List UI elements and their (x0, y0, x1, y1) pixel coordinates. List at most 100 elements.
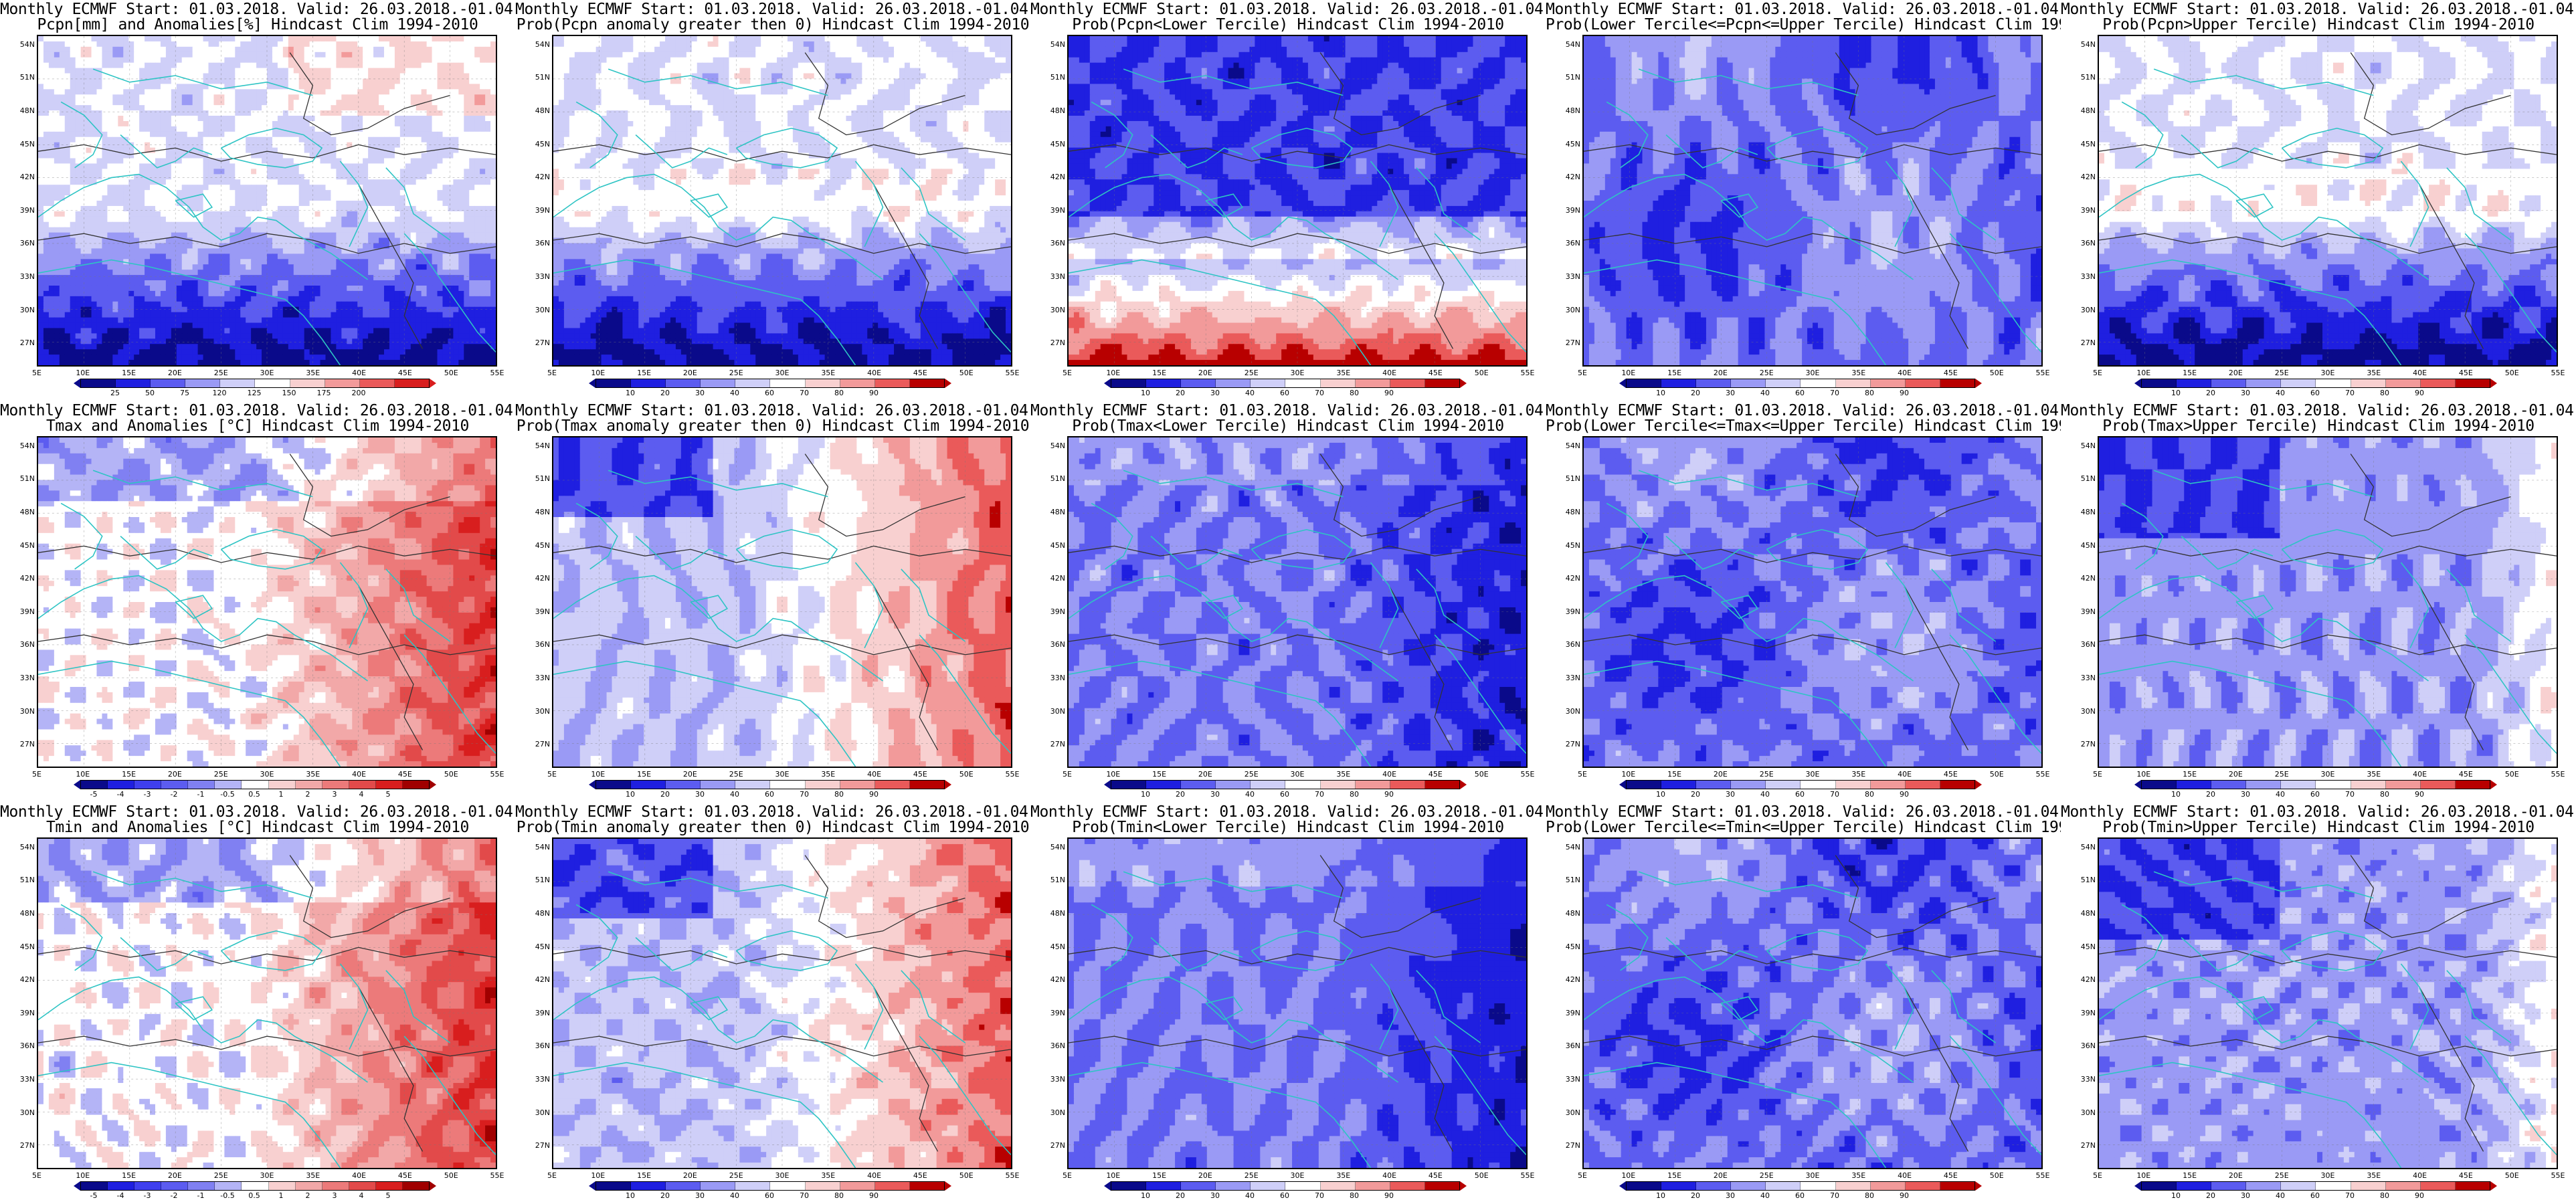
colorbar-swatch (1251, 1182, 1285, 1190)
panel-title-line2: Prob(Lower Tercile<=Pcpn<=Upper Tercile)… (1546, 17, 2061, 33)
colorbar-swatch (1661, 379, 1696, 387)
colorbar-tick-label: 40 (2267, 389, 2294, 397)
longitude-tick-label: 25E (207, 771, 234, 779)
colorbar-tick-label: -1 (187, 791, 214, 799)
longitude-tick-label: 30E (1284, 369, 1311, 377)
longitude-tick-label: 40E (346, 369, 373, 377)
colorbar-tick-label: 70 (1306, 1192, 1333, 1200)
colorbar-high-arrow (1460, 1181, 1467, 1191)
longitude-tick-label: 10E (2130, 1172, 2157, 1180)
colorbar-swatch (188, 781, 215, 789)
colorbar-tick-label: 20 (1682, 791, 1709, 799)
colorbar-swatch (770, 1182, 805, 1190)
latitude-tick-label: 48N (1036, 910, 1065, 918)
colorbar-high-arrow (945, 780, 951, 789)
colorbar-tick-label: 30 (1202, 1192, 1228, 1200)
latitude-tick-label: 42N (1036, 173, 1065, 181)
colorbar-tick-label: 30 (2232, 1192, 2259, 1200)
panel-title-line1: Monthly ECMWF Start: 01.03.2018. Valid: … (1030, 403, 1546, 419)
colorbar-tick-label: 30 (1717, 1192, 1744, 1200)
map-area (1582, 837, 2043, 1169)
colorbar-tick-label: -4 (107, 791, 134, 799)
map-area (2098, 837, 2558, 1169)
colorbar (595, 780, 945, 789)
longitude-tick-label: 40E (861, 369, 888, 377)
latitude-tick-label: 39N (2066, 207, 2096, 215)
longitude-tick-label: 55E (1514, 369, 1541, 377)
longitude-tick-label: 10E (1615, 369, 1642, 377)
longitude-tick-label: 25E (1753, 771, 1780, 779)
panel-title-line1: Monthly ECMWF Start: 01.03.2018. Valid: … (1546, 1, 2061, 17)
latitude-tick-label: 42N (2066, 575, 2096, 583)
latitude-tick-label: 48N (1551, 508, 1580, 516)
colorbar-swatch (108, 781, 134, 789)
colorbar-swatch (806, 781, 840, 789)
longitude-tick-label: 50E (953, 369, 980, 377)
longitude-tick-label: 30E (2314, 771, 2341, 779)
latitude-tick-label: 51N (521, 74, 550, 82)
colorbar-tick-label: 10 (1647, 1192, 1674, 1200)
map-area (1067, 837, 1528, 1169)
colorbar-high-arrow (2490, 780, 2497, 789)
colorbar-tick-label: 90 (1376, 1192, 1402, 1200)
longitude-tick-label: 30E (254, 771, 280, 779)
longitude-tick-label: 10E (70, 771, 96, 779)
longitude-tick-label: 20E (1192, 1172, 1218, 1180)
map-panel: Monthly ECMWF Start: 01.03.2018. Valid: … (515, 803, 1030, 1204)
panel-title-line1: Monthly ECMWF Start: 01.03.2018. Valid: … (2061, 1, 2576, 17)
longitude-tick-label: 45E (1422, 1172, 1449, 1180)
colorbar (2141, 379, 2490, 388)
colorbar-swatch (2351, 379, 2386, 387)
latitude-tick-label: 36N (521, 641, 550, 649)
longitude-tick-label: 40E (1376, 771, 1403, 779)
map-field (38, 437, 496, 767)
colorbar-swatch (1661, 1182, 1696, 1190)
colorbar (595, 379, 945, 388)
colorbar-tick-label: 60 (756, 389, 783, 397)
map-panel: Monthly ECMWF Start: 01.03.2018. Valid: … (2061, 401, 2576, 803)
colorbar-swatch (2351, 781, 2386, 789)
map-panel: Monthly ECMWF Start: 01.03.2018. Valid: … (1030, 401, 1546, 803)
longitude-tick-label: 45E (2452, 369, 2479, 377)
colorbar-swatch (1731, 379, 1766, 387)
latitude-tick-label: 33N (1551, 1076, 1580, 1084)
longitude-tick-label: 55E (1514, 1172, 1541, 1180)
colorbar-tick-label: 30 (686, 791, 713, 799)
colorbar-tick-label: 10 (2163, 791, 2189, 799)
latitude-tick-label: 42N (5, 976, 35, 984)
map-panel: Monthly ECMWF Start: 01.03.2018. Valid: … (1546, 0, 2061, 401)
colorbar-swatch (2281, 781, 2316, 789)
longitude-tick-label: 20E (1192, 369, 1218, 377)
latitude-tick-label: 33N (1036, 273, 1065, 281)
panel-title-line2: Prob(Pcpn anomaly greater then 0) Hindca… (515, 17, 1030, 33)
latitude-tick-label: 27N (1036, 740, 1065, 748)
colorbar-swatch (840, 781, 875, 789)
latitude-tick-label: 45N (521, 542, 550, 550)
colorbar-swatch (910, 781, 944, 789)
longitude-tick-label: 50E (438, 771, 464, 779)
longitude-tick-label: 25E (1238, 1172, 1265, 1180)
map-field (553, 36, 1011, 365)
colorbar-tick-label: -3 (134, 791, 161, 799)
colorbar-tick-label: 4 (348, 791, 375, 799)
longitude-tick-label: 25E (2268, 771, 2295, 779)
latitude-tick-label: 51N (2066, 876, 2096, 884)
latitude-tick-label: 27N (1551, 1142, 1580, 1150)
colorbar-swatch (296, 781, 323, 789)
colorbar-tick-label: 20 (1682, 1192, 1709, 1200)
colorbar-swatch (875, 1182, 910, 1190)
colorbar-tick-label: 10 (2163, 389, 2189, 397)
latitude-tick-label: 54N (1551, 843, 1580, 851)
longitude-tick-label: 25E (723, 1172, 749, 1180)
colorbar-swatch (349, 1182, 376, 1190)
latitude-tick-label: 30N (1036, 708, 1065, 716)
colorbar-swatch (1801, 781, 1835, 789)
colorbar-tick-label: 60 (2302, 1192, 2328, 1200)
longitude-tick-label: 35E (815, 369, 842, 377)
longitude-tick-label: 45E (1422, 369, 1449, 377)
colorbar-tick-label: 80 (826, 389, 852, 397)
colorbar-swatch (116, 379, 151, 387)
colorbar-tick-label: 60 (1271, 389, 1298, 397)
colorbar-tick-label: 60 (1786, 791, 1813, 799)
latitude-tick-label: 39N (1551, 608, 1580, 616)
